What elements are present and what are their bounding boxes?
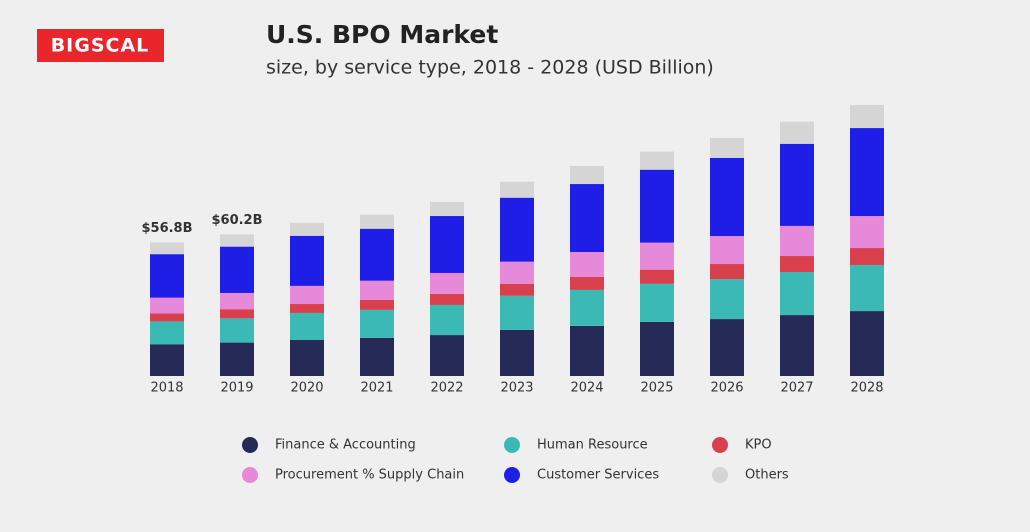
legend-label: Others	[745, 468, 789, 483]
legend-swatch	[712, 437, 728, 453]
bar-segment	[570, 184, 604, 253]
bar-segment	[360, 337, 394, 376]
bar-segment	[640, 151, 674, 170]
bar-segment	[850, 128, 884, 217]
bar-segment	[150, 254, 184, 298]
bar-segment	[150, 344, 184, 376]
x-tick-label: 2027	[780, 381, 813, 396]
bar-segment	[220, 309, 254, 319]
bar-segment	[360, 280, 394, 300]
bar-segment	[220, 318, 254, 343]
bar-segment	[780, 143, 814, 226]
bar-segment	[290, 304, 324, 313]
bar-segment	[150, 297, 184, 314]
legend-label: Finance & Accounting	[275, 438, 416, 453]
logo: BIGSCAL	[51, 35, 150, 57]
bar-segment	[710, 157, 744, 237]
bar-segment	[710, 264, 744, 280]
legend-swatch	[712, 467, 728, 483]
x-tick-label: 2022	[430, 381, 463, 396]
bar-segment	[360, 309, 394, 338]
logo-box	[37, 29, 164, 62]
bar-segment	[710, 137, 744, 158]
bar-segment	[640, 169, 674, 243]
x-tick-label: 2023	[500, 381, 533, 396]
bar-segment	[850, 216, 884, 249]
bar-segment	[780, 315, 814, 376]
bar-segment	[500, 283, 534, 296]
bar-segment	[850, 264, 884, 312]
x-tick-label: 2021	[360, 381, 393, 396]
bar-segment	[640, 321, 674, 376]
bar-segment	[640, 283, 674, 322]
bar-segment	[780, 272, 814, 316]
bar-segment	[640, 242, 674, 270]
bar-segment	[500, 197, 534, 262]
bar-segment	[500, 329, 534, 376]
bar-segment	[640, 269, 674, 284]
bar-segment	[430, 335, 464, 376]
bar-segment	[850, 311, 884, 376]
bar-segment	[290, 235, 324, 286]
bar-segment	[220, 342, 254, 376]
bar-segment	[220, 246, 254, 293]
bar-segment	[360, 299, 394, 310]
bar-segment	[290, 340, 324, 376]
legend-label: Human Resource	[537, 438, 648, 453]
bar-segment	[500, 181, 534, 198]
bar-segment	[360, 214, 394, 229]
bar-segment	[710, 319, 744, 376]
bar-segment	[360, 228, 394, 281]
bar-segment	[780, 121, 814, 144]
bar-segment	[710, 279, 744, 320]
x-tick-label: 2028	[850, 381, 883, 396]
bar-segment	[290, 312, 324, 341]
bar-segment	[430, 304, 464, 336]
bar-segment	[150, 321, 184, 345]
bar-segment	[780, 225, 814, 257]
total-label: $60.2B	[211, 213, 262, 228]
bar-segment	[570, 252, 604, 277]
chart-subtitle: size, by service type, 2018 - 2028 (USD …	[266, 57, 714, 79]
bar-segment	[570, 165, 604, 185]
bar-segment	[710, 236, 744, 265]
bar-segment	[290, 222, 324, 236]
bar-segment	[290, 285, 324, 305]
bar-segment	[570, 325, 604, 376]
x-tick-label: 2025	[640, 381, 673, 396]
bar-segment	[500, 295, 534, 330]
chart-title: U.S. BPO Market	[266, 20, 498, 49]
legend-swatch	[504, 437, 520, 453]
legend-label: Procurement % Supply Chain	[275, 468, 464, 483]
bar-segment	[850, 248, 884, 265]
bar-segment	[220, 292, 254, 310]
legend-label: Customer Services	[537, 468, 659, 483]
bar-segment	[570, 289, 604, 326]
legend-swatch	[242, 437, 258, 453]
bar-segment	[850, 105, 884, 129]
bar-segment	[220, 234, 254, 247]
x-tick-label: 2026	[710, 381, 743, 396]
legend-swatch	[504, 467, 520, 483]
bar-segment	[570, 276, 604, 290]
total-label: $56.8B	[141, 221, 192, 236]
bar-segment	[150, 242, 184, 255]
x-tick-label: 2018	[150, 381, 183, 396]
legend-label: KPO	[745, 438, 772, 453]
legend-swatch	[242, 467, 258, 483]
bar-segment	[430, 272, 464, 294]
x-tick-label: 2024	[570, 381, 603, 396]
bar-segment	[780, 256, 814, 273]
bar-segment	[500, 261, 534, 284]
bar-segment	[430, 293, 464, 305]
bar-segment	[150, 313, 184, 322]
bar-segment	[430, 216, 464, 273]
bar-segment	[430, 201, 464, 217]
x-tick-label: 2020	[290, 381, 323, 396]
x-tick-label: 2019	[220, 381, 253, 396]
